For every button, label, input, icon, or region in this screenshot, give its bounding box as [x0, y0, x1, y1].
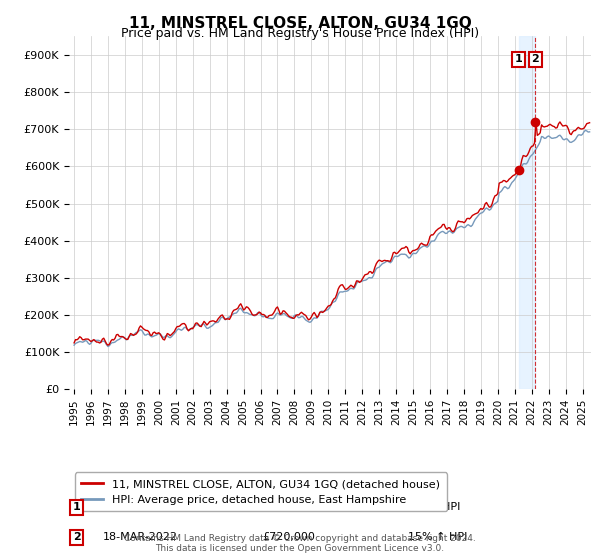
Text: £720,000: £720,000 [262, 533, 315, 543]
Text: 1: 1 [73, 502, 81, 512]
Legend: 11, MINSTREL CLOSE, ALTON, GU34 1GQ (detached house), HPI: Average price, detach: 11, MINSTREL CLOSE, ALTON, GU34 1GQ (det… [74, 473, 447, 511]
Text: 1% ↑ HPI: 1% ↑ HPI [409, 502, 461, 512]
Text: Contains HM Land Registry data © Crown copyright and database right 2024.
This d: Contains HM Land Registry data © Crown c… [124, 534, 476, 553]
Text: 29-MAR-2021: 29-MAR-2021 [103, 502, 178, 512]
Text: Price paid vs. HM Land Registry's House Price Index (HPI): Price paid vs. HM Land Registry's House … [121, 27, 479, 40]
Text: 2: 2 [73, 533, 81, 543]
Text: 15% ↑ HPI: 15% ↑ HPI [409, 533, 467, 543]
Text: 2: 2 [532, 54, 539, 64]
Text: 1: 1 [515, 54, 523, 64]
Bar [518, 36, 535, 389]
Text: 18-MAR-2022: 18-MAR-2022 [103, 533, 178, 543]
Text: £589,950: £589,950 [262, 502, 315, 512]
Text: 11, MINSTREL CLOSE, ALTON, GU34 1GQ: 11, MINSTREL CLOSE, ALTON, GU34 1GQ [128, 16, 472, 31]
